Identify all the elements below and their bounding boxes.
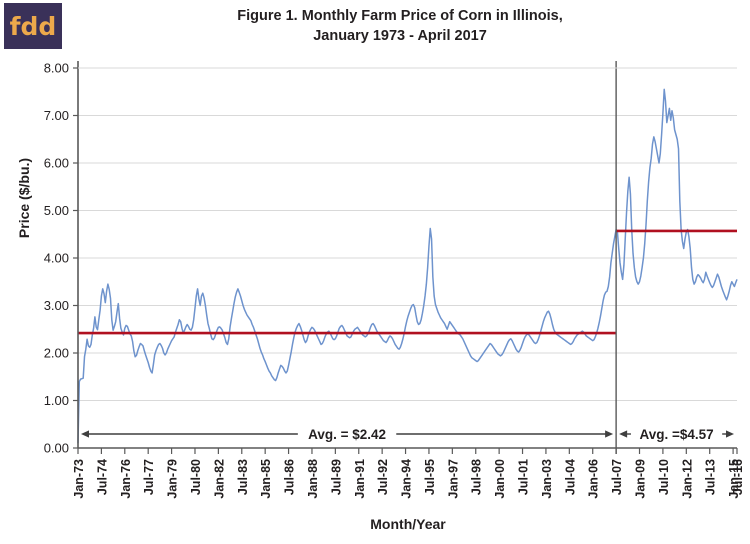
x-tick-label: Jan-00 <box>493 459 507 499</box>
y-tick-label: 0.00 <box>44 441 69 456</box>
x-tick-label: Jul-80 <box>189 459 203 495</box>
y-tick-label: 5.00 <box>44 203 69 218</box>
average-annotations: Avg. = $2.42 Avg. =$4.57 <box>81 427 734 442</box>
y-tick-label: 2.00 <box>44 346 69 361</box>
page-title: Figure 1. Monthly Farm Price of Corn in … <box>80 6 720 46</box>
x-tick-label: Jan-76 <box>119 459 133 499</box>
x-tick-label: Jan-97 <box>446 459 460 499</box>
right-avg-arrow-arrowhead-left <box>619 430 628 438</box>
logo-text: fdd <box>9 11 57 41</box>
right-avg-arrow-arrowhead-right <box>726 430 734 438</box>
x-tick-label: Jan-82 <box>212 459 226 499</box>
price-line <box>77 88 738 444</box>
x-tick-label: Jan-88 <box>306 459 320 499</box>
left-avg-arrow-arrowhead-right <box>605 430 614 438</box>
x-tick-label: Jan-06 <box>587 459 601 499</box>
x-tick-label: Jan-15 <box>727 459 741 499</box>
x-tick-label: Jul-86 <box>283 459 297 495</box>
title-line-1: Figure 1. Monthly Farm Price of Corn in … <box>237 8 563 24</box>
y-tick-label: 3.00 <box>44 298 69 313</box>
x-tick-label: Jul-98 <box>470 459 484 495</box>
x-axis-title: Month/Year <box>370 516 446 532</box>
x-tick-label: Jul-95 <box>423 459 437 495</box>
gridlines <box>78 67 737 401</box>
y-tick-label: 8.00 <box>44 61 69 76</box>
x-tick-label: Jan-79 <box>166 459 180 499</box>
x-tick-label: Jul-07 <box>610 459 624 495</box>
x-tick-label: Jan-94 <box>400 459 414 499</box>
x-tick-label: Jul-04 <box>563 459 577 495</box>
y-tick-label: 4.00 <box>44 251 69 266</box>
y-axis-ticks: 0.00 1.00 2.00 3.00 4.00 5.00 6.00 7.00 8.00 <box>44 61 78 456</box>
reference-lines <box>78 229 737 335</box>
fdd-logo: fdd <box>4 3 62 49</box>
axis-frame <box>77 61 737 449</box>
x-tick-label: Jul-01 <box>517 459 531 495</box>
y-tick-label: 6.00 <box>44 156 69 171</box>
x-tick-label: Jan-73 <box>72 459 86 499</box>
x-axis-ticks: Jan-73 Jul-74 Jan-76 Jul-77 Jan-79 Jul-80 Jan-… <box>72 448 745 499</box>
x-tick-label: Jan-03 <box>540 459 554 499</box>
left-avg-arrow-arrowhead-left <box>81 430 89 438</box>
x-tick-label: Jul-89 <box>329 459 343 495</box>
x-tick-label: Jul-92 <box>376 459 390 495</box>
x-tick-label: Jan-91 <box>353 459 367 499</box>
x-tick-label: Jul-83 <box>236 459 250 495</box>
y-tick-label: 1.00 <box>44 393 69 408</box>
x-tick-label: Jul-77 <box>142 459 156 495</box>
right-average-label: Avg. =$4.57 <box>639 427 713 442</box>
data-series <box>77 88 738 444</box>
title-line-2: January 1973 - April 2017 <box>313 28 487 44</box>
left-average-label: Avg. = $2.42 <box>308 427 386 442</box>
x-tick-label: Jul-16 <box>731 459 745 495</box>
x-tick-label: Jul-13 <box>704 459 718 495</box>
x-tick-label: Jan-85 <box>259 459 273 499</box>
x-tick-label: Jan-09 <box>634 459 648 499</box>
x-tick-label: Jul-74 <box>95 459 109 495</box>
x-tick-label: Jul-10 <box>657 459 671 495</box>
y-tick-label: 7.00 <box>44 108 69 123</box>
x-tick-label: Jan-12 <box>680 459 694 499</box>
